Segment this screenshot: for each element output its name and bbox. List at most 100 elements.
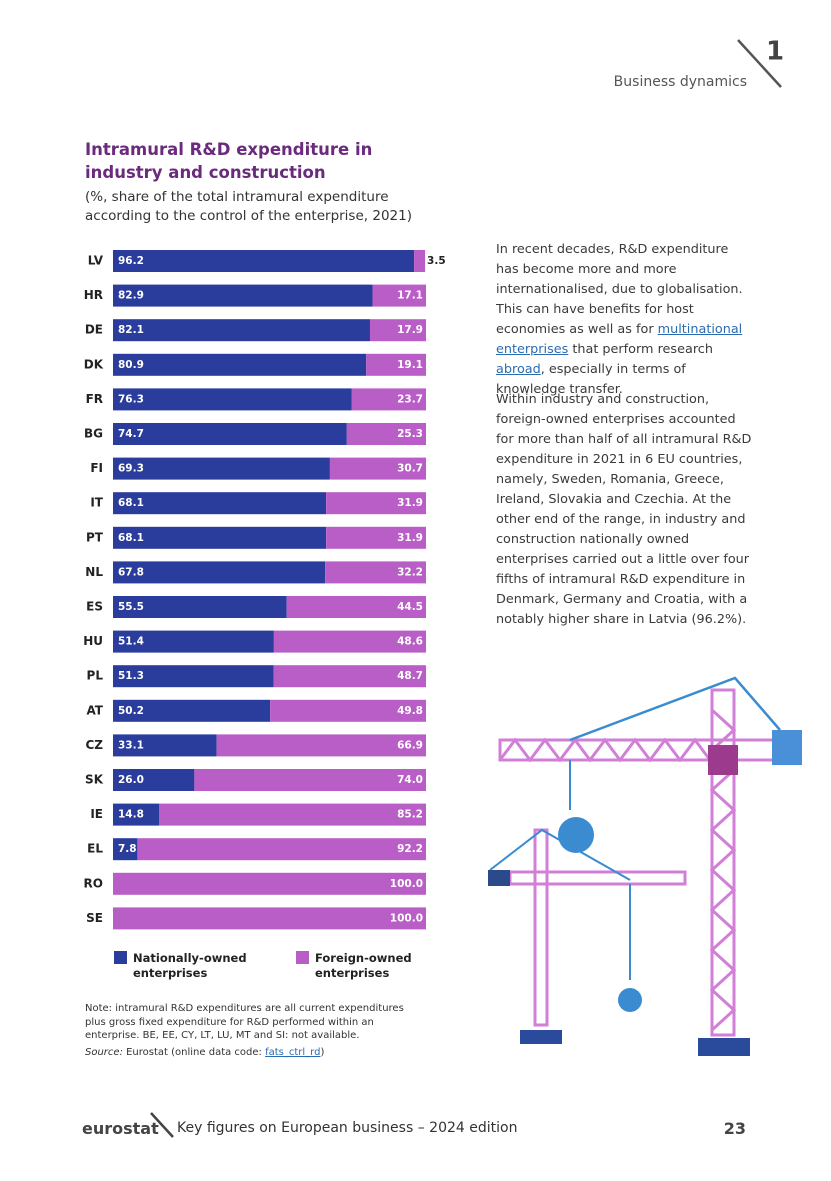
category-label: AT — [86, 703, 103, 717]
category-label: LV — [88, 254, 104, 268]
chapter-number: 1 — [766, 37, 784, 67]
value-label: 49.8 — [397, 705, 423, 717]
bar-segment — [113, 526, 327, 549]
page-number: 23 — [723, 1119, 746, 1138]
bar-segment — [325, 561, 426, 584]
value-label: 17.1 — [397, 290, 423, 302]
link[interactable]: multinational enterprises — [496, 322, 743, 357]
link[interactable]: abroad — [496, 362, 541, 377]
bar-segment — [346, 423, 426, 445]
category-label: BG — [84, 427, 103, 441]
load — [618, 988, 642, 1012]
value-label: 82.1 — [118, 324, 144, 336]
text-run: Source: — [85, 1047, 123, 1058]
value-label: 68.1 — [118, 497, 144, 509]
bar-segment — [113, 596, 287, 618]
bar-segment — [273, 665, 426, 688]
cabin — [708, 745, 738, 775]
legend-swatch — [114, 951, 127, 964]
legend-label: Foreign-owned enterprises — [315, 951, 412, 980]
bar-segment — [414, 250, 426, 272]
category-label: PT — [86, 530, 104, 544]
value-label: 67.8 — [118, 566, 144, 578]
bar-segment — [113, 665, 274, 688]
base — [520, 1030, 562, 1044]
bar-segment — [286, 596, 426, 618]
bar-segment — [113, 423, 347, 445]
category-label: NL — [85, 565, 103, 579]
value-label: 96.2 — [118, 255, 144, 267]
source: Source: Eurostat (online data code: fats… — [85, 1047, 415, 1058]
category-label: FI — [90, 461, 103, 475]
header-slash — [737, 39, 782, 88]
value-label: 74.7 — [118, 428, 144, 440]
counterweight — [488, 870, 510, 886]
chart-title: Intramural R&D expenditure in industry a… — [85, 140, 373, 182]
legend-label: Nationally-owned enterprises — [133, 951, 247, 980]
category-label: SE — [86, 911, 103, 925]
bar-segment — [159, 803, 426, 826]
footer-logo: eurostat — [82, 1119, 159, 1138]
value-label: 55.5 — [118, 601, 144, 613]
value-label: 19.1 — [397, 359, 423, 371]
bar-segment — [270, 699, 426, 722]
bar-segment — [273, 630, 426, 653]
value-label: 30.7 — [397, 463, 423, 475]
bar-segment — [113, 699, 271, 722]
value-label: 74.0 — [397, 774, 423, 786]
note: Note: intramural R&D expenditures are al… — [85, 1003, 404, 1041]
value-label: 66.9 — [397, 739, 423, 751]
bar-segment — [113, 734, 217, 757]
value-label: 48.7 — [397, 670, 423, 682]
bar-segment — [113, 838, 138, 861]
value-label: 17.9 — [397, 324, 423, 336]
bar-segment — [113, 492, 327, 515]
bar-segment — [351, 388, 426, 411]
category-label: DE — [85, 323, 103, 337]
small-cable — [489, 828, 631, 881]
value-label: 44.5 — [397, 601, 423, 613]
category-label: SK — [85, 773, 104, 787]
value-label: 25.3 — [397, 428, 423, 440]
bar-segment — [113, 353, 367, 376]
bar-segment — [113, 457, 330, 480]
bar-segment — [113, 250, 415, 272]
value-label: 33.1 — [118, 739, 144, 751]
value-label: 48.6 — [397, 636, 423, 648]
base — [698, 1038, 750, 1056]
bar-segment — [326, 526, 426, 549]
legend-swatch — [296, 951, 309, 964]
value-label: 92.2 — [397, 843, 423, 855]
text-run: Eurostat (online data code: — [122, 1047, 266, 1058]
link[interactable]: fats_ctrl_rd — [265, 1047, 321, 1058]
value-label: 68.1 — [118, 532, 144, 544]
chart: LV 96.2 3.5 HR 82.9 17.1 DE 82.1 17.9 DK 80.9 19.1 F… — [83, 250, 446, 930]
crane-illustration — [488, 676, 802, 1056]
category-label: EL — [87, 842, 103, 856]
value-label: 69.3 — [118, 463, 144, 475]
small-tower — [533, 828, 549, 1027]
category-label: FR — [86, 392, 103, 406]
load — [558, 817, 594, 853]
jib-lattice — [498, 737, 712, 763]
bar-segment — [113, 284, 373, 307]
text-run: Within industry and construction, foreig… — [496, 392, 752, 627]
category-label: HU — [83, 634, 103, 648]
category-label: DK — [84, 357, 104, 371]
value-label: 7.8 — [118, 843, 137, 855]
paragraph: Within industry and construction, foreig… — [496, 390, 754, 630]
category-label: IT — [90, 496, 103, 510]
value-label: 51.3 — [118, 670, 144, 682]
category-label: PL — [87, 669, 104, 683]
category-label: ES — [86, 600, 103, 614]
value-label: 85.2 — [397, 809, 423, 821]
chart-subtitle: (%, share of the total intramural expend… — [85, 189, 412, 224]
value-label: 100.0 — [390, 912, 423, 924]
value-label: 76.3 — [118, 393, 144, 405]
bar-segment — [137, 838, 426, 861]
text-run: ) — [320, 1047, 325, 1058]
value-label: 26.0 — [118, 774, 144, 786]
category-label: IE — [90, 807, 103, 821]
value-label: 82.9 — [118, 290, 144, 302]
